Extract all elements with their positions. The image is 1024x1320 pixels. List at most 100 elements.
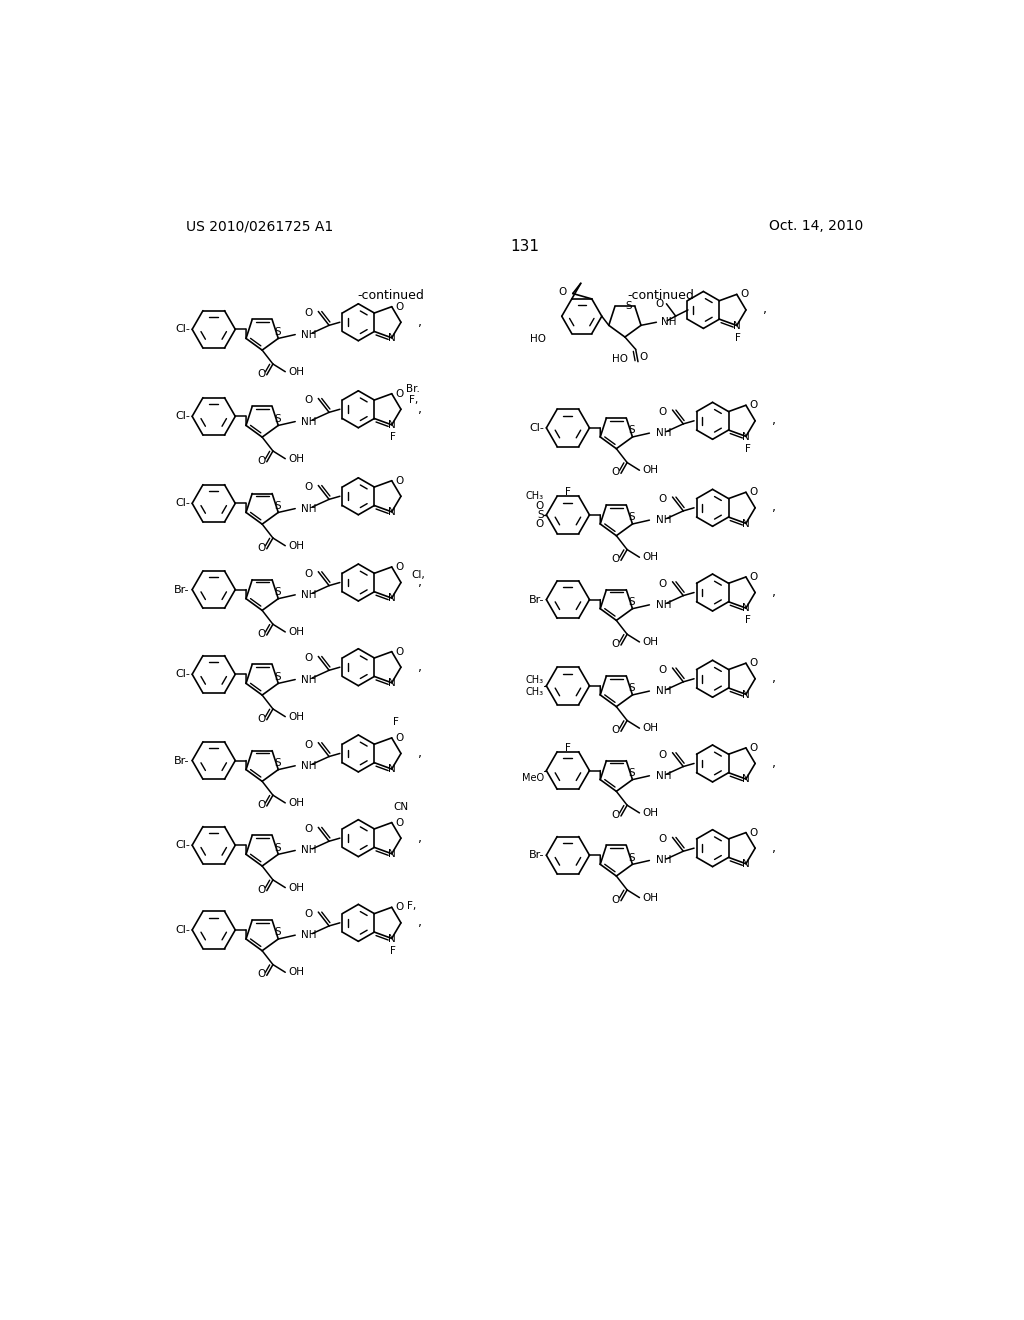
Text: Cl-: Cl- — [175, 669, 189, 680]
Text: O: O — [750, 487, 758, 498]
Text: N: N — [742, 775, 750, 784]
Text: F: F — [744, 444, 751, 454]
Text: O: O — [395, 475, 403, 486]
Text: NH: NH — [655, 855, 671, 866]
Text: ,: , — [763, 304, 767, 317]
Text: F: F — [735, 333, 741, 343]
Text: O: O — [395, 562, 403, 572]
Text: ,: , — [418, 832, 422, 845]
Text: OH: OH — [289, 454, 304, 463]
Text: S: S — [274, 842, 281, 853]
Text: ,: , — [772, 414, 776, 428]
Text: HO: HO — [530, 334, 547, 345]
Text: O: O — [395, 733, 403, 743]
Text: NH: NH — [301, 931, 316, 940]
Text: F,: F, — [408, 902, 417, 911]
Text: F,: F, — [409, 395, 418, 405]
Text: NH: NH — [301, 590, 316, 599]
Text: O: O — [611, 895, 620, 904]
Text: ,: , — [418, 576, 422, 589]
Text: F: F — [393, 718, 399, 727]
Text: NH: NH — [301, 504, 316, 513]
Text: Oct. 14, 2010: Oct. 14, 2010 — [769, 219, 863, 234]
Text: O: O — [658, 578, 667, 589]
Text: N: N — [388, 507, 395, 517]
Text: OH: OH — [289, 797, 304, 808]
Text: -continued: -continued — [628, 289, 694, 302]
Text: O: O — [611, 467, 620, 478]
Text: Cl,: Cl, — [412, 570, 426, 579]
Text: O: O — [257, 368, 265, 379]
Text: NH: NH — [301, 846, 316, 855]
Text: O: O — [750, 828, 758, 838]
Text: O: O — [257, 969, 265, 979]
Text: NH: NH — [655, 771, 671, 781]
Text: CH₃: CH₃ — [526, 686, 544, 697]
Text: O: O — [395, 647, 403, 656]
Text: O: O — [611, 725, 620, 735]
Text: O: O — [750, 572, 758, 582]
Text: O: O — [655, 300, 664, 309]
Text: S: S — [629, 768, 635, 777]
Text: ,: , — [418, 315, 422, 329]
Text: NH: NH — [301, 675, 316, 685]
Text: OH: OH — [642, 638, 658, 647]
Text: CH₃: CH₃ — [526, 491, 544, 502]
Text: O: O — [640, 352, 648, 362]
Text: OH: OH — [642, 552, 658, 562]
Text: NH: NH — [655, 599, 671, 610]
Text: O: O — [395, 302, 403, 312]
Text: Br-: Br- — [528, 594, 544, 605]
Text: O: O — [257, 543, 265, 553]
Text: O: O — [658, 750, 667, 759]
Text: N: N — [388, 420, 395, 430]
Text: N: N — [742, 432, 750, 442]
Text: OH: OH — [642, 465, 658, 475]
Text: S: S — [629, 512, 635, 523]
Text: Cl-: Cl- — [175, 499, 189, 508]
Text: S: S — [629, 684, 635, 693]
Text: S: S — [274, 927, 281, 937]
Text: NH: NH — [662, 317, 677, 327]
Text: O: O — [395, 903, 403, 912]
Text: N: N — [388, 933, 395, 944]
Text: F: F — [565, 487, 570, 498]
Text: S: S — [274, 413, 281, 424]
Text: Cl-: Cl- — [175, 325, 189, 334]
Text: O: O — [611, 810, 620, 820]
Text: O: O — [257, 455, 265, 466]
Text: NH: NH — [301, 417, 316, 426]
Text: OH: OH — [642, 808, 658, 818]
Text: S: S — [274, 587, 281, 597]
Text: Cl-: Cl- — [529, 422, 544, 433]
Text: O: O — [536, 519, 544, 529]
Text: MeO: MeO — [522, 774, 544, 783]
Text: F: F — [390, 432, 396, 442]
Text: OH: OH — [289, 711, 304, 722]
Text: O: O — [658, 407, 667, 417]
Text: Br-: Br- — [174, 585, 189, 594]
Text: S: S — [629, 853, 635, 862]
Text: ,: , — [772, 842, 776, 854]
Text: 131: 131 — [510, 239, 540, 255]
Text: OH: OH — [289, 627, 304, 638]
Text: ,: , — [418, 747, 422, 760]
Text: N: N — [742, 690, 750, 700]
Text: CH₃: CH₃ — [526, 675, 544, 685]
Text: O: O — [257, 628, 265, 639]
Text: N: N — [388, 594, 395, 603]
Text: S: S — [274, 500, 281, 511]
Text: ,: , — [418, 403, 422, 416]
Text: ,: , — [772, 756, 776, 770]
Text: ,: , — [772, 502, 776, 515]
Text: OH: OH — [289, 367, 304, 376]
Text: OH: OH — [642, 723, 658, 733]
Text: O: O — [395, 817, 403, 828]
Text: N: N — [388, 764, 395, 775]
Text: O: O — [304, 653, 312, 664]
Text: O: O — [611, 639, 620, 649]
Text: ,: , — [418, 661, 422, 673]
Text: Br.: Br. — [407, 384, 420, 395]
Text: N: N — [388, 849, 395, 859]
Text: N: N — [388, 333, 395, 343]
